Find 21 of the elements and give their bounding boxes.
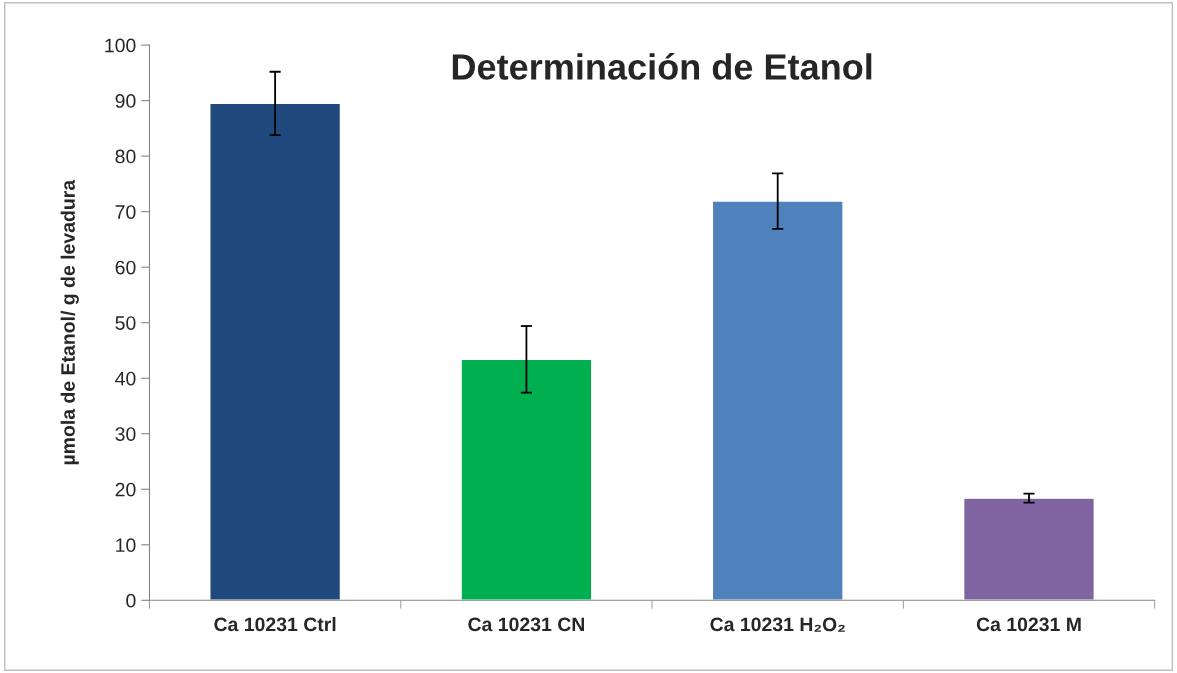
y-tick-label: 100 (105, 38, 136, 53)
y-tick-label: 20 (115, 482, 136, 497)
bar (962, 497, 1096, 601)
chart-title: Determinación de Etanol (452, 52, 872, 80)
y-tick-label: 90 (115, 94, 136, 108)
bar (209, 102, 342, 601)
bar (711, 200, 844, 601)
y-tick-label: 70 (115, 205, 136, 219)
bar (460, 358, 593, 601)
y-tick-label: 30 (115, 427, 136, 441)
y-tick-label: 40 (115, 371, 136, 386)
y-tick-label: 0 (126, 593, 136, 608)
y-tick-label: 60 (115, 260, 136, 275)
x-tick-label: Ca 10231 Ctrl (214, 616, 336, 632)
y-tick-label: 10 (116, 538, 136, 553)
x-tick-label: Ca 10231 CN (468, 617, 585, 632)
y-tick-label: 80 (115, 149, 136, 164)
y-axis-title: µmola de Etanol/ g de levadura (60, 179, 79, 465)
y-tick-label: 50 (115, 316, 136, 330)
x-tick-label: Ca 10231 M (976, 617, 1081, 632)
x-tick-label: Ca 10231 H₂O₂ (710, 617, 845, 632)
